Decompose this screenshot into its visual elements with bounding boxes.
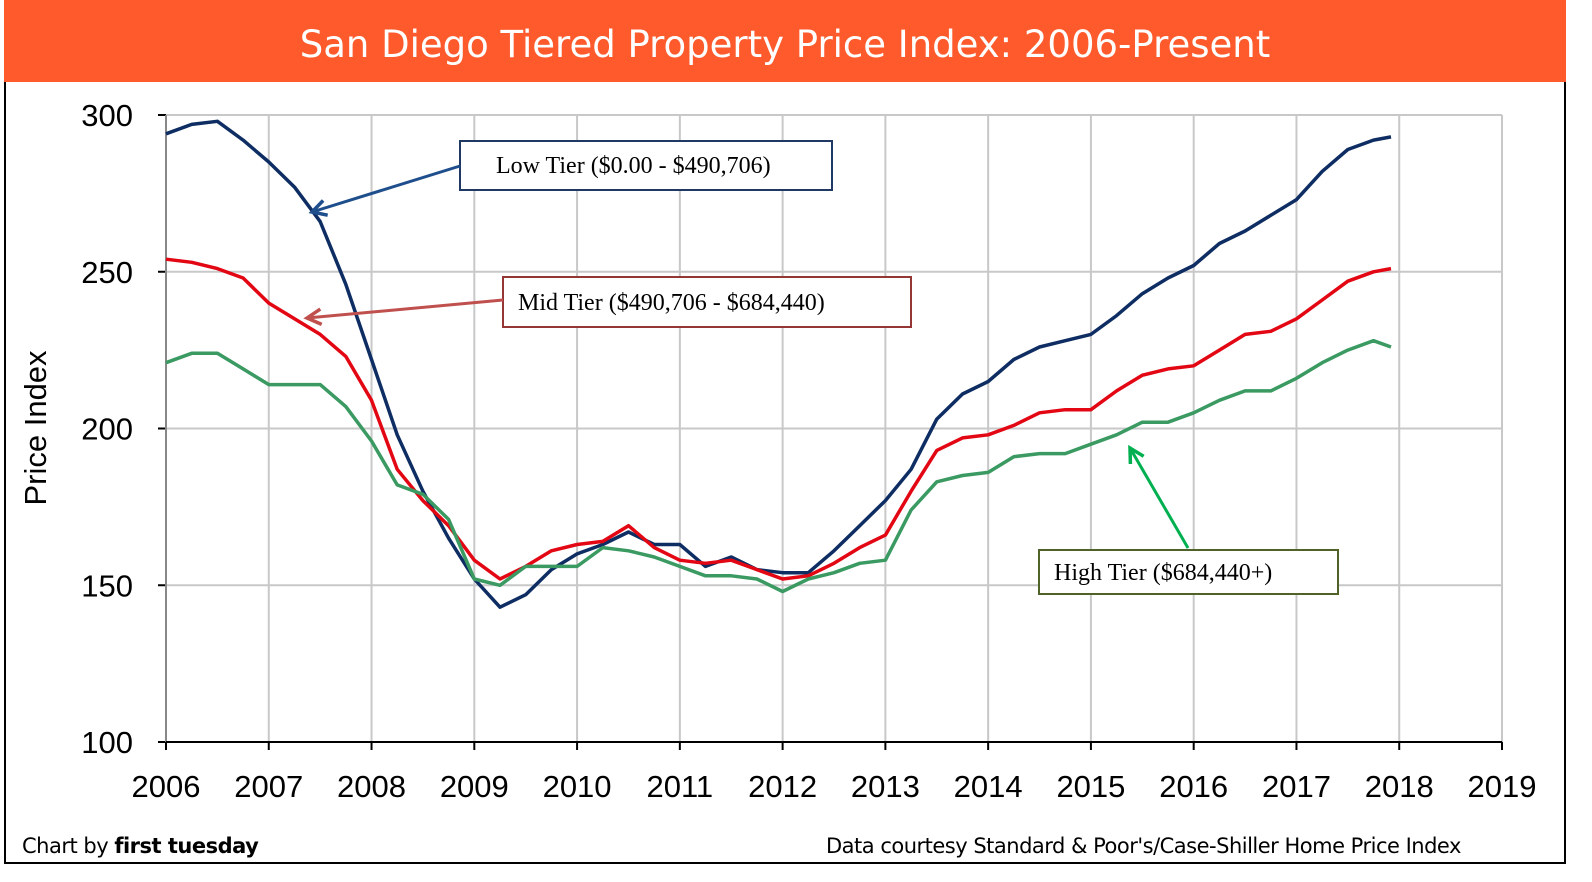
x-tick-label: 2012 [748, 769, 817, 804]
y-tick-label: 200 [81, 412, 133, 447]
y-tick-label: 250 [81, 255, 133, 290]
x-tick-label: 2011 [647, 769, 714, 804]
series-line-low-tier [165, 119, 1392, 609]
x-tick-label: 2013 [851, 769, 920, 804]
x-tick-label: 2014 [954, 769, 1023, 804]
x-tick-label: 2019 [1468, 769, 1537, 804]
credit-prefix: Chart by [22, 834, 115, 858]
y-axis-label: Price Index [18, 350, 53, 506]
y-tick-label: 300 [81, 98, 133, 133]
gridlines [166, 114, 1503, 742]
mid-tier-callout-label: Mid Tier ($490,706 - $684,440) [518, 290, 825, 316]
low-tier-arrow [311, 164, 461, 214]
chart-title: San Diego Tiered Property Price Index: 2… [4, 0, 1566, 82]
y-tick-label: 150 [81, 568, 133, 603]
axes: 2006 2007 2008 2009 2010 2011 2012 2013 2014 2015… [81, 98, 1536, 804]
arrowhead-icon [303, 307, 323, 326]
x-tick-label: 2008 [337, 769, 406, 804]
mid-tier-callout-box [502, 276, 912, 328]
x-tick-label: 2007 [234, 769, 303, 804]
x-tick-label: 2009 [440, 769, 509, 804]
arrowhead-icon [1128, 444, 1145, 465]
low-tier-callout-label: Low Tier ($0.00 - $490,706) [496, 153, 771, 179]
credit-brand: first tuesday [114, 834, 259, 858]
y-tick-label: 100 [81, 725, 133, 760]
high-tier-callout-label: High Tier ($684,440+) [1054, 560, 1272, 586]
arrowhead-icon [308, 199, 329, 217]
high-tier-arrow [1128, 447, 1190, 549]
x-tick-label: 2018 [1365, 769, 1434, 804]
data-source: Data courtesy Standard & Poor's/Case-Shi… [826, 834, 1461, 858]
x-tick-label: 2006 [132, 769, 201, 804]
mid-tier-arrow [306, 298, 504, 320]
annotations: Low Tier ($0.00 - $490,706) Mid Tier ($49… [303, 140, 1339, 595]
series-line-mid-tier [165, 257, 1392, 581]
x-tick-label: 2016 [1159, 769, 1228, 804]
x-tick-label: 2017 [1262, 769, 1331, 804]
low-tier-callout-box [459, 140, 833, 191]
series-line-high-tier [165, 338, 1392, 594]
high-tier-callout-box [1038, 549, 1339, 595]
chart-credit: Chart by first tuesday [22, 834, 259, 858]
x-tick-label: 2010 [543, 769, 612, 804]
x-tick-label: 2015 [1056, 769, 1125, 804]
series-lines [165, 119, 1392, 609]
